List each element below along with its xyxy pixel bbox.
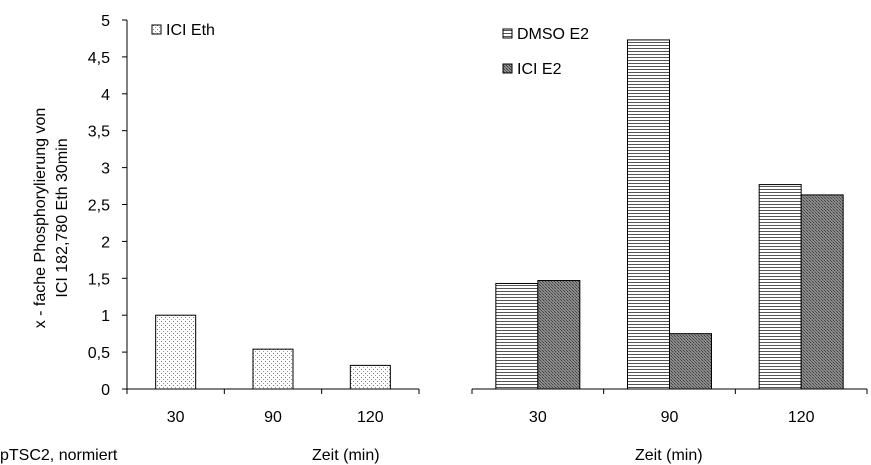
left-x-axis-label: Zeit (min) xyxy=(312,447,380,464)
bar-ici-e2 xyxy=(800,194,844,390)
bar-ici-eth xyxy=(252,348,294,390)
bar-dmso-e2 xyxy=(627,39,670,390)
right-x-tick-label: 120 xyxy=(788,409,815,426)
left-y-tick-label: 4,5 xyxy=(88,50,110,67)
right-bars xyxy=(495,39,844,390)
left-y-tick-label: 1,5 xyxy=(88,271,110,288)
bar-dmso-e2 xyxy=(758,184,802,390)
left-x-ticks: 30 90 120 xyxy=(126,389,420,426)
left-y-tick-label: 2 xyxy=(101,234,110,251)
left-y-tick-label: 3,5 xyxy=(88,124,110,141)
left-bars xyxy=(155,314,391,390)
legend-label-dmso-e2: DMSO E2 xyxy=(517,26,589,43)
note-label: pTSC2, normiert xyxy=(0,447,118,464)
bar-dmso-e2 xyxy=(495,282,539,390)
left-y-tick-label: 3 xyxy=(101,161,110,178)
right-x-tick-label: 30 xyxy=(529,409,547,426)
left-y-tick-label: 5 xyxy=(101,13,110,30)
left-x-tick-label: 90 xyxy=(264,409,282,426)
left-y-ticks: 0 0,5 1 1,5 2 2,5 3 3,5 4 4,5 5 xyxy=(88,13,127,399)
legend-swatch-ici-eth xyxy=(151,24,162,35)
left-legend: ICI Eth xyxy=(151,22,215,39)
right-legend: DMSO E2 ICI E2 xyxy=(502,26,589,78)
y-axis-label-line1: x - fache Phosphorylierung von xyxy=(32,108,49,329)
bar-ici-eth xyxy=(349,364,391,390)
bar-ici-eth xyxy=(155,314,197,390)
right-x-tick-label: 90 xyxy=(661,409,679,426)
legend-label-ici-eth: ICI Eth xyxy=(166,22,215,39)
left-y-tick-label: 0,5 xyxy=(88,345,110,362)
left-x-tick-label: 30 xyxy=(167,409,185,426)
left-y-tick-label: 4 xyxy=(101,87,110,104)
bar-ici-e2 xyxy=(537,280,581,390)
left-y-tick-label: 0 xyxy=(101,382,110,399)
legend-label-ici-e2: ICI E2 xyxy=(517,61,562,78)
y-axis-label-line2: ICI 182,780 Eth 30min xyxy=(54,138,71,297)
left-x-tick-label: 120 xyxy=(357,409,384,426)
right-x-ticks: 30 90 120 xyxy=(471,389,868,426)
legend-swatch-dmso-e2 xyxy=(502,28,513,39)
right-x-axis-label: Zeit (min) xyxy=(635,447,703,464)
left-y-tick-label: 1 xyxy=(101,308,110,325)
bar-ici-e2 xyxy=(669,333,712,390)
legend-swatch-ici-e2 xyxy=(502,63,513,74)
left-y-tick-label: 2,5 xyxy=(88,198,110,215)
